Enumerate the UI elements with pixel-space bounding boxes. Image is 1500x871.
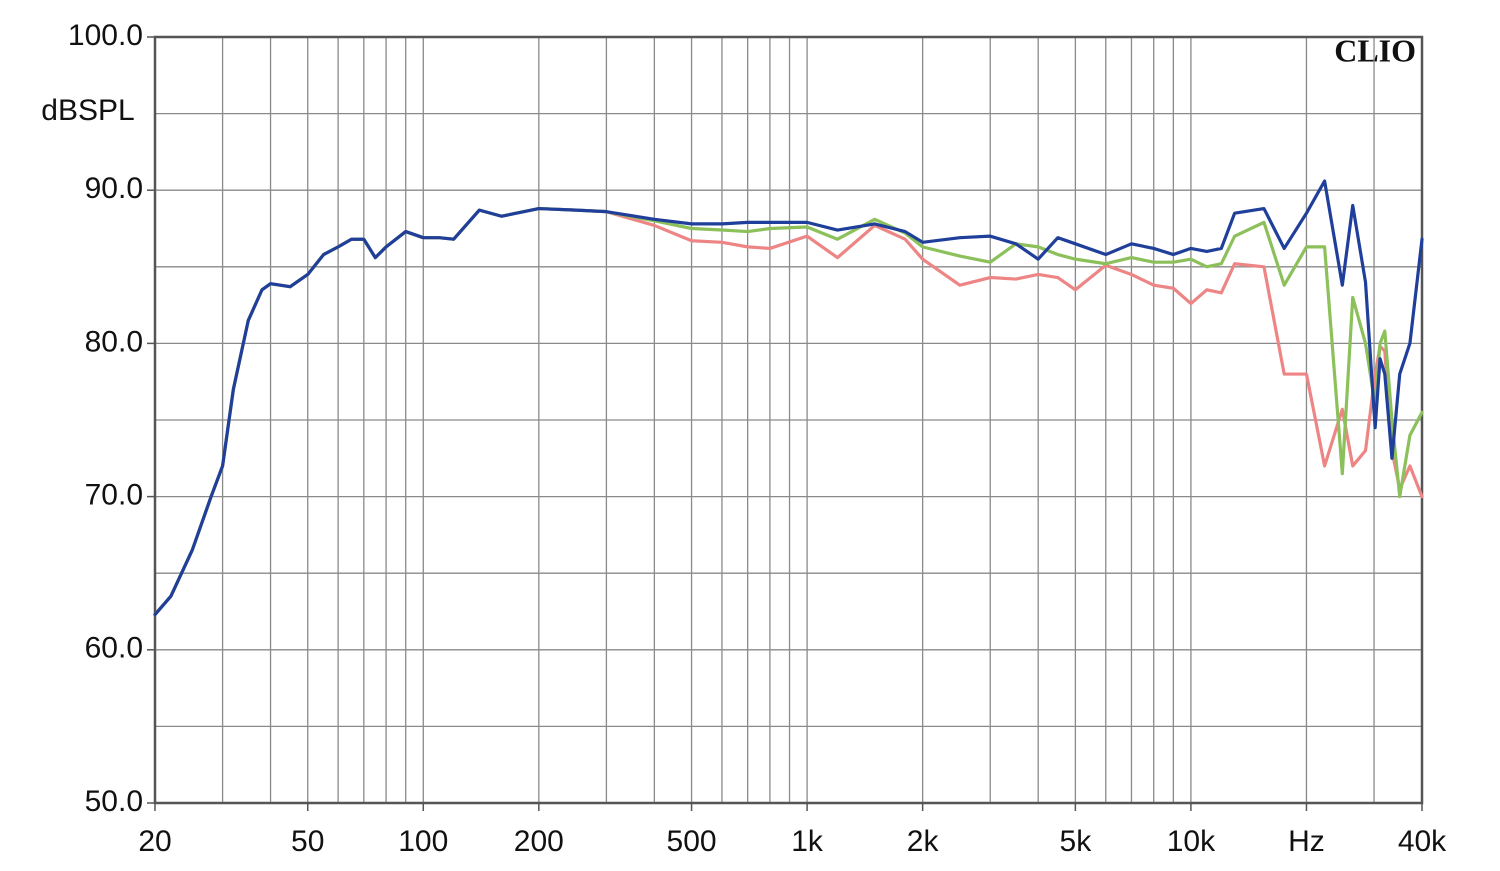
y-tick-label: 90.0 xyxy=(85,172,143,205)
plot-frame xyxy=(153,35,1424,805)
x-tick-label: Hz xyxy=(1288,825,1325,858)
watermark: CLIO xyxy=(1334,32,1416,68)
x-tick-label: 200 xyxy=(514,825,564,858)
x-tick-label: 5k xyxy=(1060,825,1093,858)
y-tick-label: 80.0 xyxy=(85,325,143,358)
x-tick-label: 20 xyxy=(138,825,171,858)
series-line xyxy=(153,179,1424,617)
y-axis-label: dBSPL xyxy=(41,94,134,127)
y-tick-label: 70.0 xyxy=(85,479,143,512)
x-tick-label: 40k xyxy=(1398,825,1447,858)
y-tick-label: 100.0 xyxy=(68,19,143,52)
x-tick-label: 50 xyxy=(291,825,324,858)
x-tick-label: 10k xyxy=(1167,825,1216,858)
x-tick-label: 100 xyxy=(398,825,448,858)
y-tick-label: 60.0 xyxy=(85,632,143,665)
x-tick-label: 2k xyxy=(907,825,940,858)
x-tick-label: 500 xyxy=(667,825,717,858)
series-line xyxy=(153,206,1424,617)
y-tick-label: 50.0 xyxy=(85,785,143,818)
x-tick-label: 1k xyxy=(791,825,824,858)
